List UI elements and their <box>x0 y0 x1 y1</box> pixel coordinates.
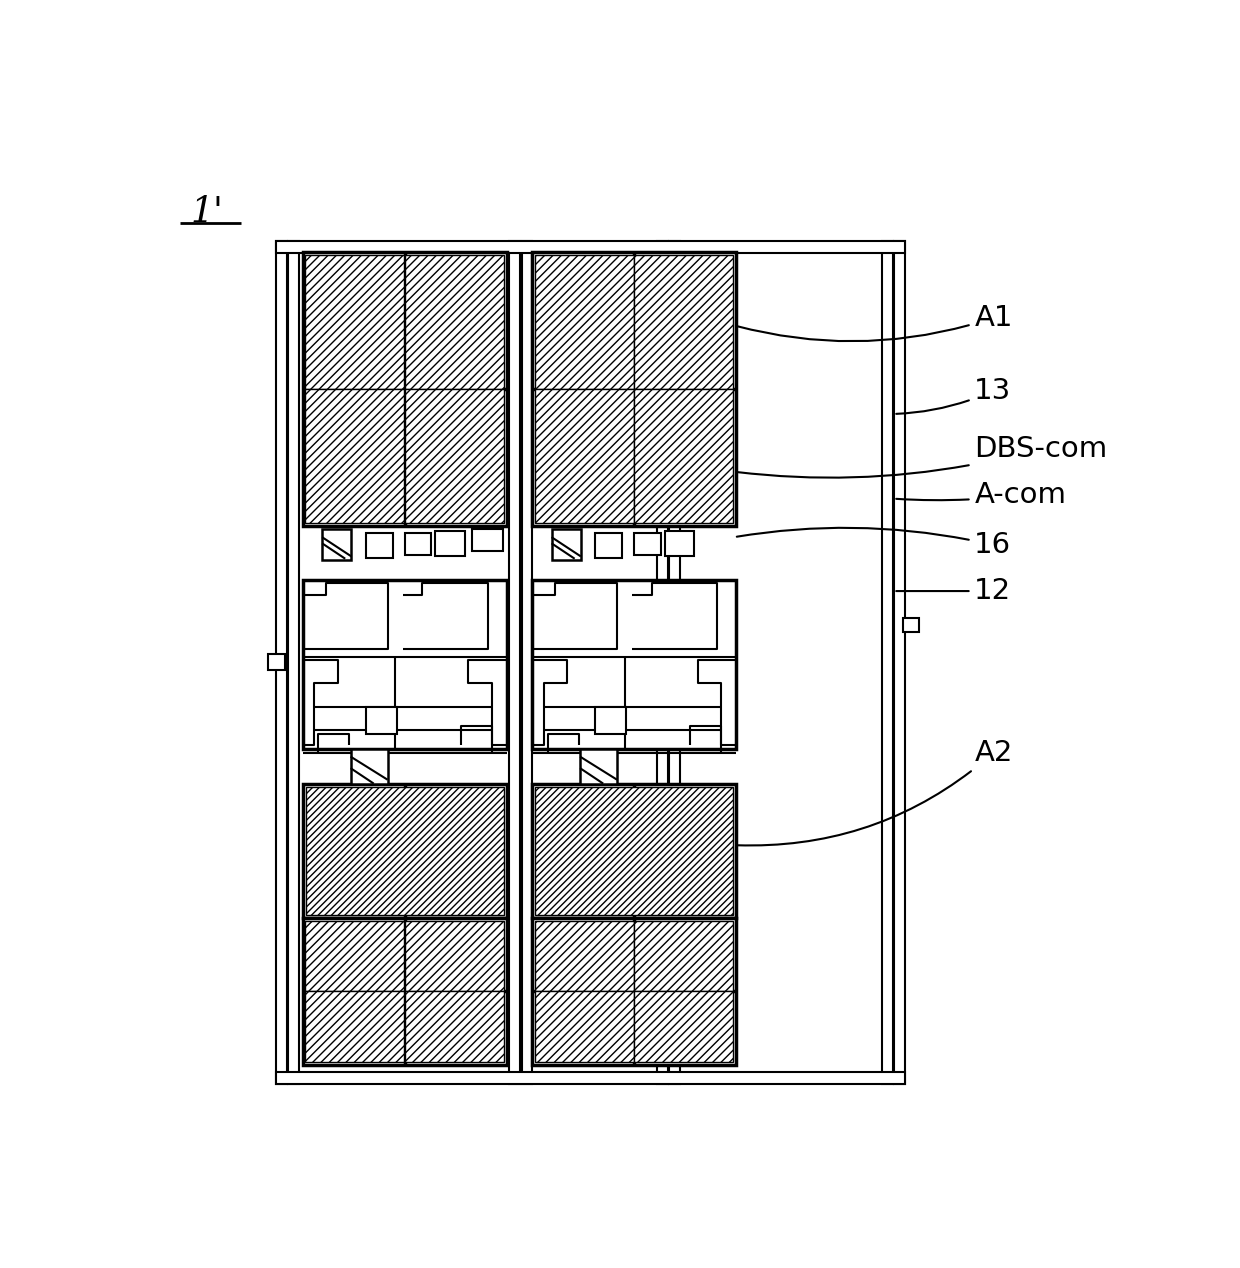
Bar <box>634 992 733 1063</box>
Bar <box>534 992 634 1063</box>
Bar <box>532 252 737 526</box>
Bar <box>351 749 388 784</box>
Bar <box>404 534 432 555</box>
Bar <box>534 388 634 522</box>
Text: 16: 16 <box>737 527 1012 559</box>
Bar <box>303 918 507 1065</box>
Bar <box>595 534 622 558</box>
Text: 13: 13 <box>897 377 1012 413</box>
Bar <box>536 786 733 915</box>
Text: 12: 12 <box>897 577 1012 605</box>
Text: DBS-com: DBS-com <box>737 435 1107 478</box>
Bar <box>404 921 503 992</box>
Bar <box>303 252 507 526</box>
Bar <box>277 1071 905 1084</box>
Bar <box>435 531 465 555</box>
Bar <box>305 388 404 522</box>
Bar <box>532 784 737 918</box>
Bar <box>510 241 520 1084</box>
Bar <box>288 241 299 1084</box>
Bar <box>472 530 503 552</box>
Bar <box>634 534 661 555</box>
Bar <box>657 241 668 1084</box>
Text: A1: A1 <box>737 304 1013 341</box>
Bar <box>303 784 507 918</box>
Bar <box>532 918 737 1065</box>
Text: A-com: A-com <box>897 481 1066 508</box>
Bar <box>303 579 507 749</box>
Bar <box>404 255 503 388</box>
Bar <box>366 534 393 558</box>
Bar <box>277 241 286 1084</box>
Bar <box>580 749 618 784</box>
Bar <box>534 921 634 992</box>
Bar <box>306 786 503 915</box>
Bar <box>305 992 404 1063</box>
Bar <box>322 530 351 560</box>
Bar <box>665 531 694 555</box>
Bar <box>634 388 733 522</box>
Bar <box>404 992 503 1063</box>
Bar <box>522 241 532 1084</box>
Text: 1': 1' <box>191 194 223 228</box>
Text: A2: A2 <box>737 739 1013 846</box>
Bar <box>305 921 404 992</box>
Bar <box>904 618 919 631</box>
Bar <box>894 241 905 1084</box>
Bar <box>670 241 681 1084</box>
Bar <box>634 921 733 992</box>
Bar <box>552 530 580 560</box>
Bar <box>532 579 737 749</box>
Bar <box>404 388 503 522</box>
Bar <box>534 255 634 388</box>
Bar <box>305 255 404 388</box>
Bar <box>595 706 626 733</box>
Bar <box>634 255 733 388</box>
Bar <box>882 241 893 1084</box>
Bar <box>366 706 397 733</box>
Bar <box>268 654 285 670</box>
Bar <box>277 241 905 254</box>
